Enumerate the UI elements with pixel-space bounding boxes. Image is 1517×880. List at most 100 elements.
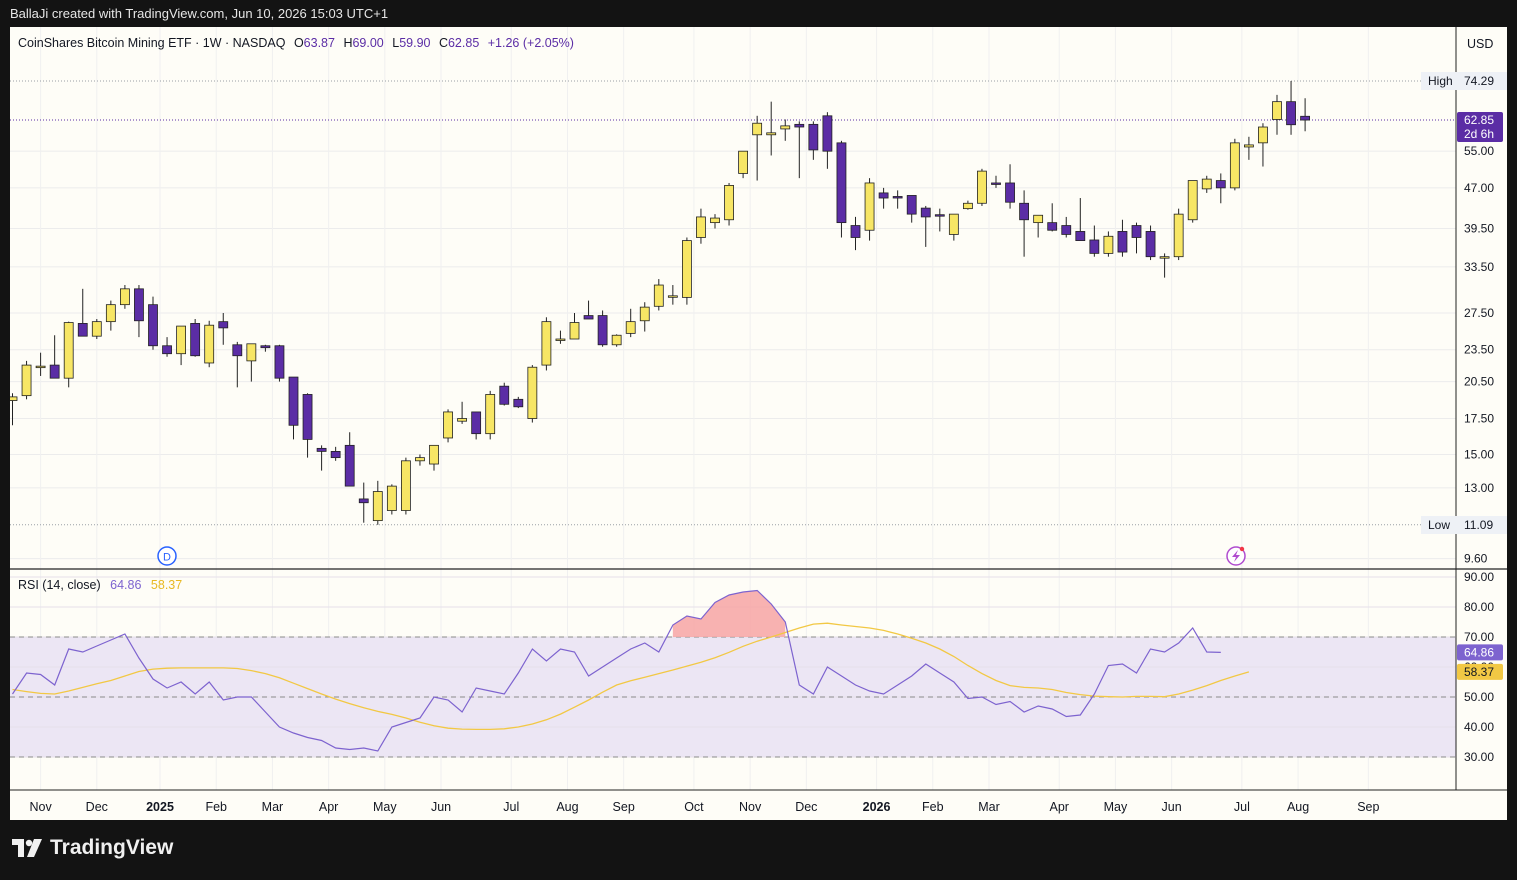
candle: [49, 335, 60, 379]
candle-body: [1300, 115, 1310, 121]
candle: [738, 150, 748, 179]
low-value: 59.90: [399, 36, 430, 50]
chart-frame[interactable]: 9.60 13.00 15.00 17.50 20.50 23.50 27.50 33.50 3…: [10, 27, 1507, 820]
tradingview-logo[interactable]: TradingView: [12, 836, 173, 860]
candle: [10, 393, 18, 426]
symbol-title: CoinShares Bitcoin Mining ETF · 1W · NAS…: [18, 36, 286, 50]
candle-body: [1047, 222, 1058, 231]
time-axis-label: Feb: [205, 800, 227, 814]
candle-body: [471, 411, 482, 435]
candle-body: [358, 498, 369, 504]
price-tick-label: 47.00: [1464, 181, 1494, 195]
candle-body: [400, 460, 411, 511]
rsi-legend-value: 64.86: [110, 578, 141, 592]
candle: [850, 216, 861, 251]
candle: [120, 285, 130, 309]
candle-body: [513, 398, 524, 408]
candle-body: [667, 295, 678, 298]
candle: [724, 182, 734, 226]
candle: [1244, 136, 1254, 160]
open-label: O: [294, 36, 304, 50]
rsi-tick-label: 30.00: [1464, 750, 1494, 764]
candle: [190, 319, 201, 357]
candle: [977, 168, 987, 206]
candle-body: [597, 315, 608, 346]
candle: [1103, 231, 1114, 257]
close-value: 62.85: [448, 36, 479, 50]
high-value: 69.00: [352, 36, 383, 50]
candle-body: [1089, 239, 1100, 254]
rsi-tick-label: 70.00: [1464, 630, 1494, 644]
candle: [176, 325, 187, 366]
candle: [415, 454, 425, 466]
candle: [1089, 225, 1100, 257]
dividend-marker[interactable]: D: [157, 546, 177, 566]
candle: [667, 285, 678, 305]
candle-body: [499, 385, 510, 405]
time-axis-label: Oct: [684, 800, 704, 814]
candle-body: [344, 444, 355, 487]
candle: [77, 288, 88, 337]
bar-countdown: 2d 6h: [1464, 127, 1494, 141]
candle-body: [766, 132, 777, 136]
candle: [330, 446, 341, 461]
candle-body: [934, 214, 945, 217]
open-value: 63.87: [304, 36, 335, 50]
candle-body: [1131, 225, 1142, 238]
candle-body: [1005, 182, 1015, 203]
chart-svg[interactable]: 9.60 13.00 15.00 17.50 20.50 23.50 27.50 33.50 3…: [10, 27, 1507, 820]
price-tick-label: 9.60: [1464, 552, 1488, 566]
candle: [260, 344, 271, 352]
candle-body: [134, 288, 144, 322]
candle-body: [120, 288, 130, 306]
candle-body: [738, 150, 748, 174]
candle: [429, 444, 439, 471]
time-axis-label: 2025: [146, 800, 174, 814]
candle: [246, 343, 257, 382]
candle-body: [204, 324, 215, 364]
candle: [1061, 216, 1072, 238]
rsi-title: RSI (14, close): [18, 578, 101, 592]
candle: [1215, 173, 1226, 204]
candle-body: [569, 322, 580, 340]
time-axis-label: Jul: [503, 800, 519, 814]
candle-body: [274, 345, 285, 379]
time-axis-label: Apr: [319, 800, 338, 814]
candle: [302, 393, 313, 458]
candle-body: [1258, 126, 1268, 144]
candle: [513, 396, 524, 409]
last-price-label: 62.85: [1464, 113, 1494, 127]
candle: [892, 190, 903, 209]
candle: [920, 205, 931, 247]
symbol-legend: CoinShares Bitcoin Mining ETF · 1W · NAS…: [18, 36, 574, 50]
high-label: H: [343, 36, 352, 50]
candle-body: [302, 394, 313, 440]
rsi-layer: [10, 576, 1456, 758]
candle: [471, 411, 482, 440]
time-axis-label: Jul: [1234, 800, 1250, 814]
candle: [864, 178, 875, 241]
candle-body: [696, 216, 706, 238]
time-axis-label: Dec: [795, 800, 817, 814]
candle-body: [611, 334, 622, 346]
candle-body: [35, 365, 46, 369]
low-label: Low: [1428, 518, 1450, 532]
candle-body: [583, 315, 594, 320]
candle-body: [485, 394, 496, 435]
candle: [358, 482, 369, 523]
time-axis-label: Feb: [922, 800, 944, 814]
dividend-icon: D: [163, 552, 171, 564]
flash-event-icon[interactable]: [1226, 546, 1246, 566]
candle: [21, 360, 32, 400]
candle-body: [176, 325, 187, 355]
candle: [1187, 180, 1198, 223]
rsi-tick-label: 90.00: [1464, 570, 1494, 584]
candle: [218, 312, 229, 345]
candle: [288, 376, 299, 440]
candle-body: [1272, 101, 1282, 120]
candle-body: [864, 182, 875, 231]
candle: [639, 302, 650, 332]
currency-label[interactable]: USD: [1467, 37, 1493, 51]
candle: [1005, 164, 1015, 209]
candle: [400, 457, 411, 515]
